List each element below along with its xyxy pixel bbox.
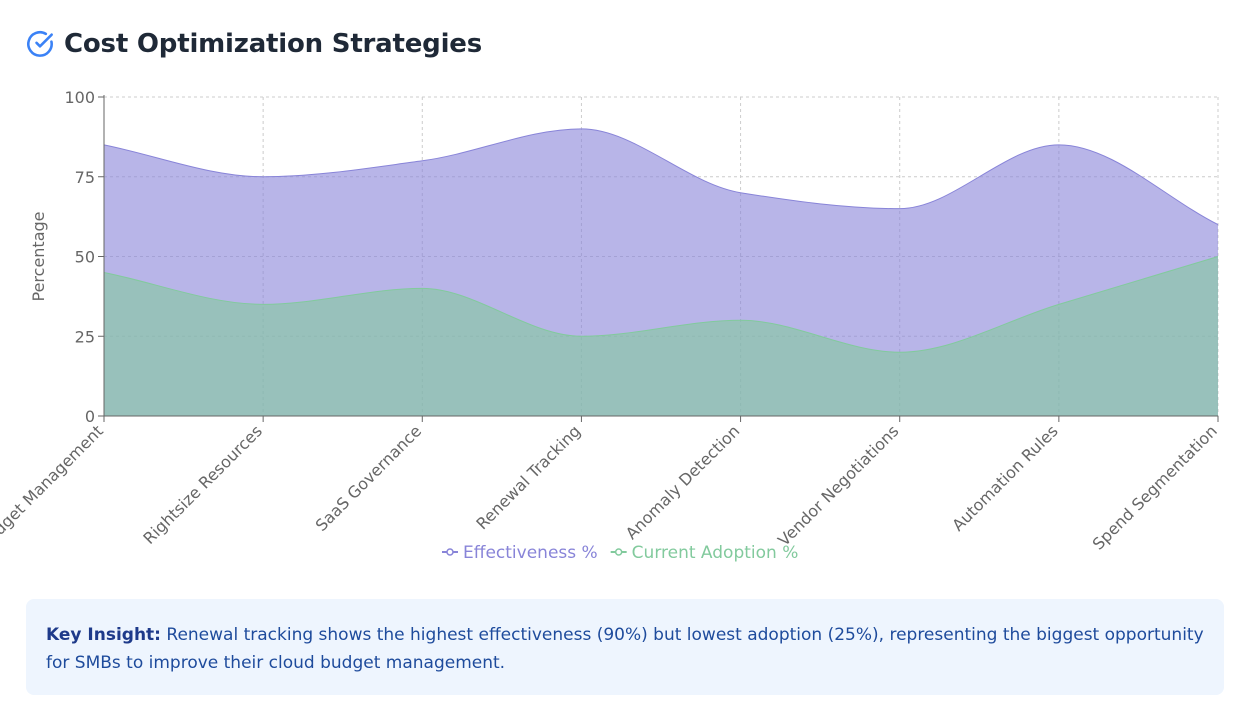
current-adoption-line <box>103 256 1219 353</box>
check-circle-icon <box>26 30 54 58</box>
series-areas <box>103 128 1219 416</box>
insight-text: Renewal tracking shows the highest effec… <box>46 625 1204 673</box>
y-axis-title: Percentage <box>29 211 48 301</box>
area-chart: 0 25 50 75 100 Budget Management Rightsize Res… <box>0 88 1221 563</box>
x-tick-label: Renewal Tracking <box>472 421 584 533</box>
x-tick-label: Spend Segmentation <box>1089 421 1221 553</box>
page-title: Cost Optimization Strategies <box>64 29 483 59</box>
insight-label: Key Insight: <box>46 625 161 645</box>
chart-header: Cost Optimization Strategies <box>26 24 482 64</box>
x-tick-label: Anomaly Detection <box>622 421 744 543</box>
current-adoption-area <box>104 256 1218 416</box>
x-tick-label: Budget Management <box>0 421 107 553</box>
x-tick-label: Automation Rules <box>948 421 1061 534</box>
legend: Effectiveness % Current Adoption % <box>442 543 798 563</box>
effectiveness-line <box>103 128 1219 226</box>
legend-marker-dot <box>614 548 623 556</box>
key-insight-box: Key Insight: Renewal tracking shows the … <box>26 599 1224 695</box>
legend-item-effectiveness: Effectiveness % <box>442 543 598 563</box>
y-tick-label: 0 <box>85 407 95 426</box>
x-tick-label: Vendor Negotiations <box>774 421 902 549</box>
legend-item-current-adoption: Current Adoption % <box>610 543 799 563</box>
x-tick-label: Rightsize Resources <box>139 421 266 548</box>
y-tick-label: 75 <box>75 168 95 187</box>
y-tick-label: 50 <box>75 248 95 267</box>
legend-marker-dot <box>446 548 454 556</box>
legend-label: Effectiveness % <box>463 543 598 563</box>
legend-label: Current Adoption % <box>632 543 799 563</box>
y-tick-label: 25 <box>75 327 95 346</box>
y-tick-label: 100 <box>64 88 95 107</box>
x-tick-label: SaaS Governance <box>312 421 426 535</box>
